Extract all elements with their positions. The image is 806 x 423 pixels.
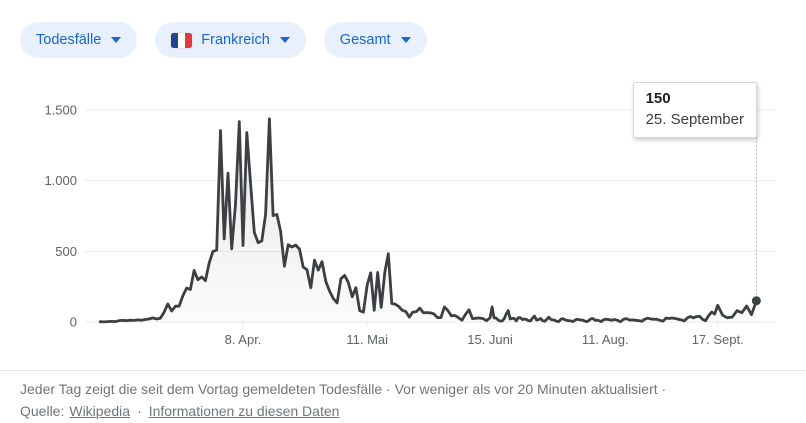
- svg-text:11. Mai: 11. Mai: [346, 332, 388, 347]
- chevron-down-icon: [279, 37, 290, 43]
- svg-text:8. Apr.: 8. Apr.: [225, 332, 262, 347]
- svg-text:500: 500: [55, 244, 77, 259]
- tooltip-value: 150: [645, 90, 671, 107]
- footer-source-prefix: Quelle:: [20, 402, 65, 419]
- deaths-chart-canvas[interactable]: 0 500 1.000 1.500 8. Apr. 11. Mai 15. Juni 11. …: [0, 85, 806, 365]
- footer: Jeder Tag zeigt die seit dem Vortag geme…: [0, 370, 806, 422]
- svg-text:1.000: 1.000: [44, 173, 77, 188]
- chevron-down-icon: [111, 37, 122, 43]
- svg-text:11. Aug.: 11. Aug.: [582, 332, 629, 347]
- footer-separator: ·: [137, 402, 142, 419]
- footer-description: Jeder Tag zeigt die seit dem Vortag geme…: [20, 381, 667, 397]
- chart-tooltip: 150 25. September: [632, 82, 757, 138]
- scope-dropdown[interactable]: Gesamt: [323, 22, 427, 58]
- svg-text:0: 0: [70, 315, 77, 330]
- data-info-link[interactable]: Informationen zu diesen Daten: [148, 402, 340, 419]
- wikipedia-link[interactable]: Wikipedia: [69, 402, 131, 419]
- chevron-down-icon: [400, 37, 411, 43]
- scope-dropdown-label: Gesamt: [339, 32, 391, 48]
- region-dropdown[interactable]: Frankreich: [155, 22, 306, 58]
- france-flag-icon: [171, 32, 193, 48]
- svg-text:15. Juni: 15. Juni: [467, 332, 513, 347]
- metric-dropdown[interactable]: Todesfälle: [20, 22, 138, 58]
- metric-dropdown-label: Todesfälle: [36, 32, 102, 48]
- region-dropdown-label: Frankreich: [201, 32, 270, 48]
- filter-bar: Todesfälle Frankreich Gesamt: [20, 22, 427, 58]
- deaths-chart[interactable]: 0 500 1.000 1.500 8. Apr. 11. Mai 15. Juni 11. …: [0, 82, 806, 365]
- tooltip-date: 25. September: [645, 111, 744, 128]
- svg-text:1.500: 1.500: [44, 103, 77, 118]
- svg-text:17. Sept.: 17. Sept.: [692, 332, 744, 347]
